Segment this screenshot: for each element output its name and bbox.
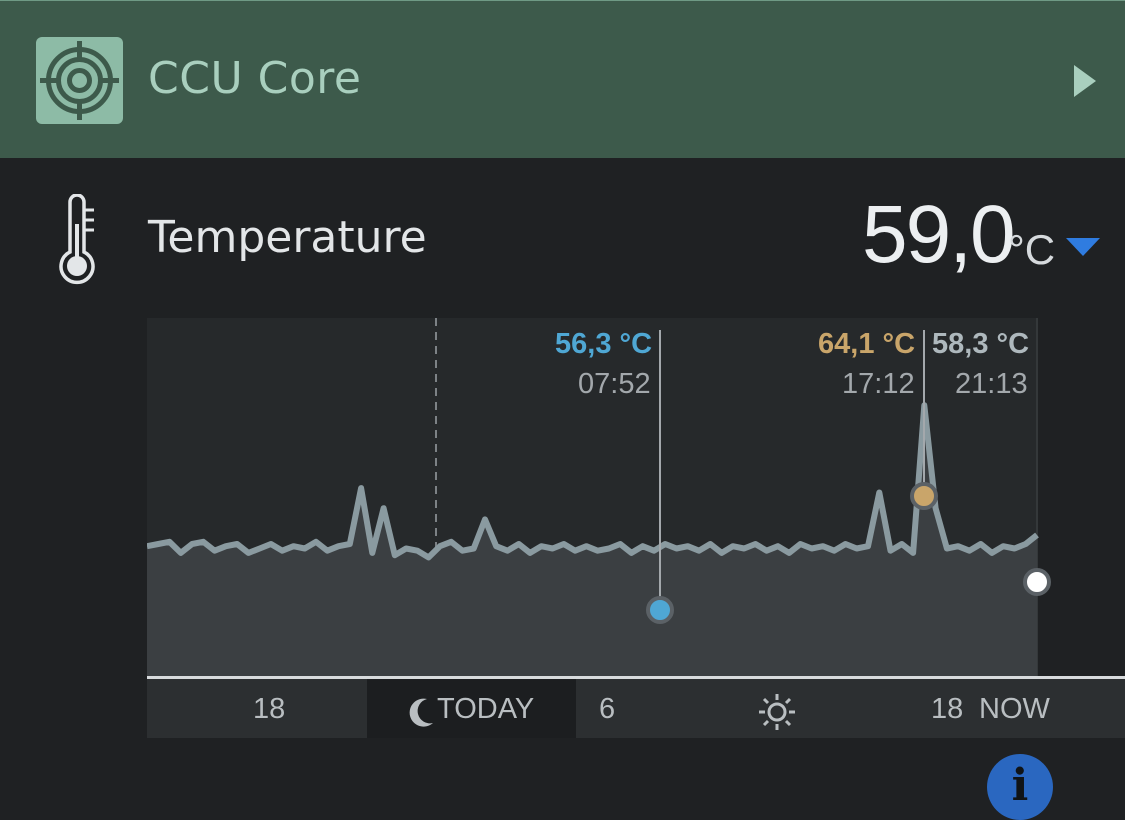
today-segment [367,679,576,738]
app-header[interactable]: CCU Core [0,0,1125,158]
tick-label-18-today: 18 [931,693,964,725]
series-line [147,402,1039,561]
metric-value: 59,0 [862,189,1016,280]
trend-down-icon [1066,238,1100,256]
min-value-label: 56,3 °C [555,328,653,360]
current-value-label: 58,3 °C [932,328,1030,360]
tick-label-now: NOW [979,693,1050,725]
sun-icon [759,694,795,730]
min-point [646,596,674,624]
max-value-label: 64,1 °C [818,328,916,360]
tick-label-today: TODAY [437,693,535,725]
current-time-label: 21:13 [955,368,1028,400]
current-point [1023,568,1051,596]
max-point [910,482,938,510]
tick-label-6: 6 [599,693,616,725]
thermometer-icon [59,194,95,285]
info-icon: i [1011,760,1029,811]
target-icon [36,37,123,124]
tick-label-18: 18 [253,693,286,725]
temperature-chart[interactable]: 56,3 °C 07:52 64,1 °C 17:12 58,3 °C 21:1… [147,318,1125,678]
chart-canvas [147,318,1125,676]
moon-icon [409,698,433,727]
chevron-right-icon[interactable] [1070,63,1100,99]
time-axis[interactable]: 18 TODAY 6 18 NOW [147,676,1125,738]
metric-unit: °C [1008,226,1056,273]
metric-label: Temperature [148,212,427,263]
chart-future-area [1037,318,1125,676]
info-button[interactable]: i [987,754,1053,820]
max-time-label: 17:12 [842,368,915,400]
series-area [147,405,1037,676]
app-title: CCU Core [148,53,362,104]
min-time-label: 07:52 [578,368,651,400]
